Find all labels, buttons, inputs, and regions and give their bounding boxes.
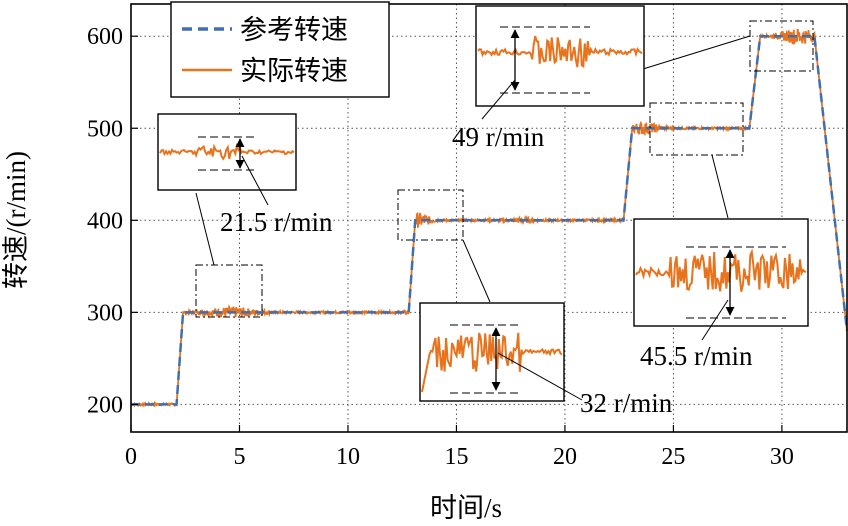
y-tick-label: 300 [87,300,123,326]
x-tick-label: 0 [125,444,137,470]
legend-label-reference: 参考转速 [240,15,348,46]
y-axis-title: 转速/(r/min) [1,151,31,289]
y-tick-label: 200 [87,392,123,418]
y-tick-label: 600 [87,24,123,50]
x-tick-label: 5 [233,444,245,470]
annotation-label: 21.5 r/min [220,207,333,237]
zoom-region-300 [195,192,263,318]
plot-lines [130,28,848,408]
x-tick-label: 20 [553,444,577,470]
x-tick-label: 30 [770,444,794,470]
annotation-label: 45.5 r/min [640,341,753,371]
zoom-region-500 [649,102,744,219]
series-actual-line [130,28,848,408]
legend: 参考转速 实际转速 [170,1,390,98]
x-tick-label: 25 [661,444,685,470]
series-reference-line [131,34,848,406]
plot-frame [130,3,848,433]
annotation-label: 49 r/min [452,122,545,152]
inset-400 [419,302,583,402]
y-tick-label: 400 [87,208,123,234]
x-tick-label: 15 [444,444,468,470]
axis-ticks: 0 5 10 15 20 25 30 200 300 400 500 600 [87,24,794,470]
annotation-label: 32 r/min [580,388,673,418]
legend-label-actual: 实际转速 [240,56,348,87]
zoom-region-600 [642,20,814,72]
zoom-region-400 [397,189,491,303]
y-tick-label: 500 [87,116,123,142]
inset-500 [633,218,809,341]
inset-600 [475,5,645,120]
x-axis-title: 时间/s [430,493,502,523]
inset-300 [157,113,297,206]
x-tick-label: 10 [336,444,360,470]
